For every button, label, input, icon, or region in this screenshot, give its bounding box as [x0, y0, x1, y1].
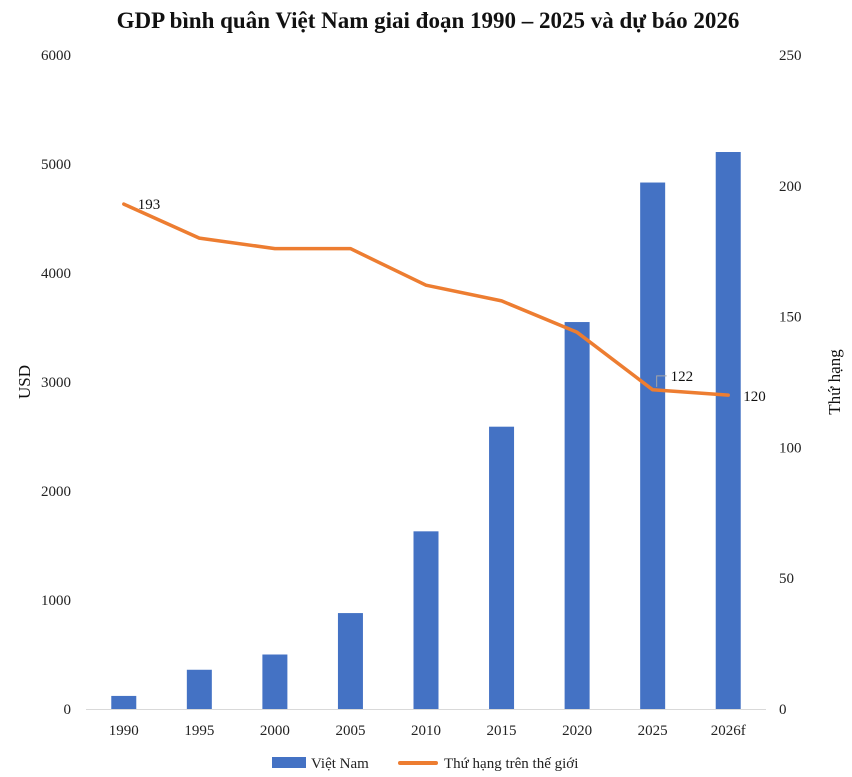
y2-axis-title: Thứ hạng: [825, 349, 844, 415]
bar-2020: [564, 322, 590, 709]
rank-line: [122, 202, 730, 397]
data-label: 193: [138, 197, 161, 213]
x-tick-label: 1995: [184, 723, 214, 739]
x-tick-label: 2005: [335, 723, 365, 739]
ticks-layer: 0 1000 2000 3000 4000 5000 6000 0 50 100 150 200 250…: [41, 48, 802, 739]
legend-swatch-bar: [272, 757, 306, 768]
y-tick-label: 1000: [41, 593, 71, 609]
y2-tick-label: 50: [779, 571, 794, 587]
bar-2010: [413, 531, 439, 709]
bar-2005: [337, 613, 363, 709]
bar-2000: [262, 654, 288, 709]
y-tick-label: 5000: [41, 157, 71, 173]
y2-tick-label: 150: [779, 310, 802, 326]
line-layer: 193 122 120: [122, 197, 766, 405]
x-tick-label: 2015: [487, 723, 517, 739]
legend-label-line: Thứ hạng trên thế giới: [444, 756, 578, 772]
bar-1990: [111, 695, 137, 709]
y2-tick-label: 0: [779, 702, 787, 718]
legend-label-bar: Việt Nam: [311, 756, 369, 772]
y-tick-label: 6000: [41, 48, 71, 64]
y2-tick-label: 250: [779, 48, 802, 64]
x-tick-label: 2025: [638, 723, 668, 739]
x-tick-label: 2026f: [711, 723, 746, 739]
y2-tick-label: 100: [779, 440, 802, 456]
chart-title: GDP bình quân Việt Nam giai đoạn 1990 – …: [117, 8, 740, 33]
data-label: 120: [743, 389, 766, 405]
y-axis-title: USD: [15, 365, 34, 399]
data-label-leader: [656, 375, 667, 387]
data-label: 122: [671, 369, 694, 385]
y-tick-label: 2000: [41, 484, 71, 500]
legend: Việt Nam Thứ hạng trên thế giới: [272, 756, 578, 772]
bar-2025: [640, 182, 666, 709]
x-tick-label: 2010: [411, 723, 441, 739]
x-tick-label: 2000: [260, 723, 290, 739]
y-tick-label: 0: [64, 702, 72, 718]
y-tick-label: 4000: [41, 266, 71, 282]
bar-2026f: [715, 152, 741, 709]
x-tick-label: 1990: [109, 723, 139, 739]
y-tick-label: 3000: [41, 375, 71, 391]
bar-2015: [489, 426, 515, 709]
y2-tick-label: 200: [779, 179, 802, 195]
bar-1995: [186, 669, 212, 709]
bars-layer: [111, 152, 741, 709]
x-tick-label: 2020: [562, 723, 592, 739]
